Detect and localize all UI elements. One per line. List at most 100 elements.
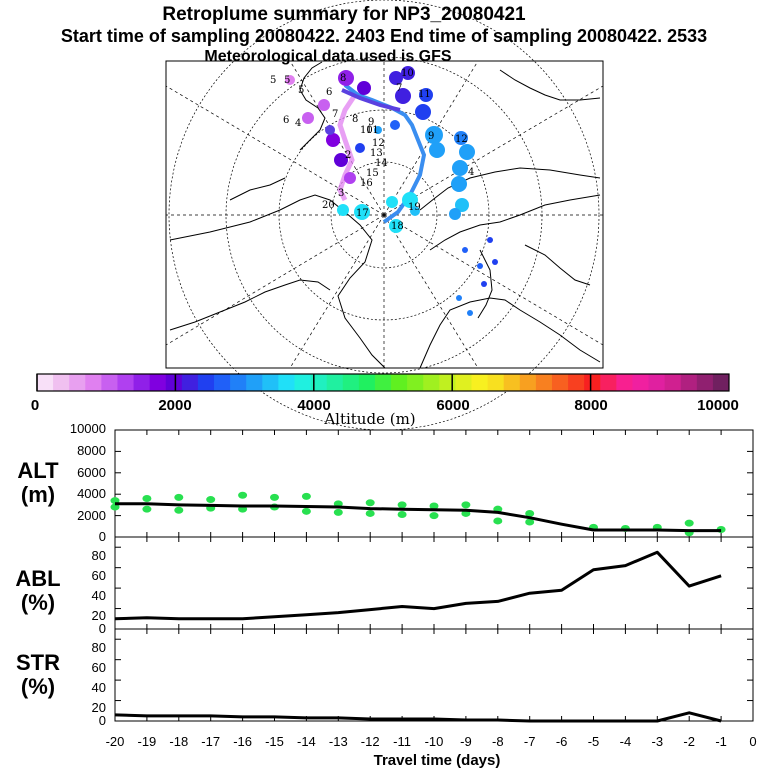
panel-frame xyxy=(114,536,754,630)
colorbar-swatch xyxy=(294,374,312,391)
colorbar-swatch xyxy=(246,374,263,391)
map-label: 12 xyxy=(372,138,385,149)
map-label: 20 xyxy=(322,200,335,211)
x-tick-label: 0 xyxy=(749,734,756,749)
panel-abl xyxy=(114,536,754,630)
x-tick-label: -8 xyxy=(492,734,504,749)
colorbar-swatch xyxy=(632,374,650,391)
map-label: 17 xyxy=(356,208,369,219)
abl-ytick: 20 xyxy=(92,608,106,623)
colorbar-swatch xyxy=(165,374,183,391)
map-label: 6 xyxy=(326,87,332,98)
x-tick-label: -9 xyxy=(460,734,472,749)
colorbar-swatch xyxy=(342,374,360,391)
colorbar-swatch xyxy=(374,374,392,391)
colorbar-swatch xyxy=(503,374,521,391)
x-tick-label: -16 xyxy=(233,734,252,749)
colorbar-swatch xyxy=(69,374,86,391)
alt-point xyxy=(397,501,407,509)
x-tick-label: -15 xyxy=(265,734,284,749)
title-line1: Retroplume summary for NP3_20080421 xyxy=(162,4,526,25)
map-content xyxy=(165,0,604,431)
x-tick-label: -13 xyxy=(329,734,348,749)
title-line2: Start time of sampling 20080422. 2403 En… xyxy=(61,26,707,46)
map-label: 9 xyxy=(368,117,374,128)
alt-ytick: 2000 xyxy=(77,508,106,523)
map-label: 19 xyxy=(408,202,421,213)
str-ytick: 60 xyxy=(92,660,106,675)
x-tick-label: -1 xyxy=(715,734,727,749)
alt-point xyxy=(270,493,279,501)
x-tick-label: -6 xyxy=(556,734,568,749)
x-tick-label: -4 xyxy=(620,734,632,749)
alt-point xyxy=(142,494,152,502)
alt-ytick: 8000 xyxy=(77,443,106,458)
colorbar-swatch xyxy=(680,374,698,391)
abl-yticks: 80 60 40 20 0 xyxy=(92,548,106,636)
x-tick-labels: -20 -19 -18 -17 -16 -15 -14 -13 -12 -11 -10 -9 -8 -7-… xyxy=(106,734,757,749)
alt-point xyxy=(365,509,375,517)
x-tick-label: -2 xyxy=(683,734,695,749)
map-label: 5 xyxy=(270,75,276,86)
x-tick-label: -14 xyxy=(297,734,316,749)
colorbar-tick: 2000 xyxy=(158,397,191,414)
colorbar-swatch xyxy=(85,374,102,391)
colorbar-tick: 4000 xyxy=(297,397,330,414)
map-label: 11 xyxy=(418,89,431,100)
alt-point xyxy=(493,517,503,525)
map-label: 5 xyxy=(284,75,290,86)
colorbar-tick: 6000 xyxy=(436,397,469,414)
map-label: 16 xyxy=(360,178,373,189)
title-line3: Meteorological data used is GFS xyxy=(204,48,451,65)
alt-ylabel-2: (m) xyxy=(21,482,55,507)
alt-yticks: 10000 8000 6000 4000 2000 0 xyxy=(70,421,106,544)
panel-frame xyxy=(114,429,754,538)
colorbar-swatch xyxy=(230,374,247,391)
colorbar-swatch xyxy=(181,374,199,391)
alt-point xyxy=(206,496,216,504)
alt-point xyxy=(684,519,694,527)
colorbar-swatch xyxy=(712,374,730,391)
alt-point xyxy=(333,508,343,516)
alt-point xyxy=(429,512,439,520)
alt-point xyxy=(174,493,184,501)
x-tick-label: -17 xyxy=(201,734,220,749)
map-label: 9 xyxy=(428,131,434,142)
x-tick-label: -12 xyxy=(361,734,380,749)
colorbar-swatch xyxy=(487,374,505,391)
colorbar-swatch xyxy=(326,374,344,391)
abl-ytick: 60 xyxy=(92,568,106,583)
alt-ylabel-1: ALT xyxy=(17,458,59,483)
str-ytick: 40 xyxy=(92,680,106,695)
trajectory-map: 5 5 4 6 7 8 9 10 11 12 13 14 15 16 17 18… xyxy=(165,0,604,431)
colorbar-swatch xyxy=(391,374,408,391)
colorbar-label: Altitude (m) xyxy=(323,410,415,428)
colorbar xyxy=(36,373,730,392)
alt-point xyxy=(429,502,439,510)
colorbar-swatch xyxy=(648,374,666,391)
alt-point xyxy=(525,509,535,517)
map-label: 7 xyxy=(332,109,338,120)
colorbar-swatch xyxy=(133,374,151,391)
map-labels: 5 5 4 6 7 8 9 10 11 12 13 14 15 16 17 18… xyxy=(270,68,474,232)
str-ytick: 20 xyxy=(92,700,106,715)
colorbar-swatch xyxy=(616,374,633,391)
colorbar-swatch xyxy=(535,374,553,391)
colorbar-swatch xyxy=(568,374,585,391)
alt-point xyxy=(397,511,407,519)
alt-point xyxy=(461,501,471,509)
alt-point xyxy=(301,507,311,515)
x-tick-label: -7 xyxy=(524,734,536,749)
map-label: 18 xyxy=(391,221,404,232)
alt-point xyxy=(525,518,535,526)
map-label: 6 xyxy=(283,115,289,126)
colorbar-swatch xyxy=(149,374,167,391)
colorbar-swatch xyxy=(310,374,328,391)
map-label: 4 xyxy=(295,118,301,129)
str-series-line xyxy=(114,711,722,723)
alt-point xyxy=(142,505,152,513)
str-yticks: 80 60 40 20 0 xyxy=(92,640,106,728)
alt-ytick: 4000 xyxy=(77,486,106,501)
x-tick-label: -20 xyxy=(106,734,125,749)
str-ylabel-1: STR xyxy=(16,650,60,675)
